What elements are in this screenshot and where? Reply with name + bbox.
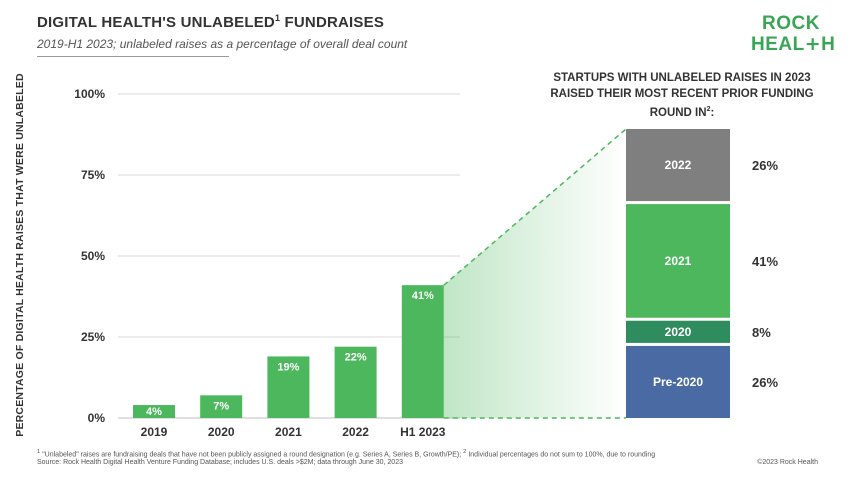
segment-name-label: 2022: [665, 158, 692, 172]
stack-segment: [626, 345, 730, 418]
y-tick-label: 25%: [81, 330, 105, 344]
segment-value-label: 41%: [752, 254, 778, 269]
x-tick-label: H1 2023: [400, 425, 446, 439]
stack-segment: [626, 320, 730, 343]
segment-value-label: 8%: [752, 325, 771, 340]
bar: [200, 395, 243, 418]
bar: [133, 405, 175, 418]
bar-value-label: 4%: [146, 406, 162, 418]
stack-segment: [626, 204, 730, 318]
rock-health-logo: ROCK HEAL+H: [751, 13, 836, 55]
bar-value-label: 22%: [345, 352, 367, 364]
zoom-connector-line: [443, 128, 627, 286]
copyright: ©2023 Rock Health: [757, 459, 818, 466]
bar: [267, 356, 310, 418]
bar-value-label: 41%: [412, 290, 434, 302]
x-tick-label: 2022: [342, 425, 369, 439]
segment-name-label: 2021: [665, 254, 692, 268]
footnote: 1 "Unlabeled" raises are fundraising dea…: [37, 449, 656, 459]
y-tick-label: 50%: [81, 249, 105, 263]
segment-value-label: 26%: [752, 375, 778, 390]
bar-value-label: 19%: [277, 361, 299, 373]
chart-title: DIGITAL HEALTH'S UNLABELED1 FUNDRAISES: [37, 13, 385, 31]
x-tick-label: 2019: [141, 425, 168, 439]
bar: [401, 285, 444, 418]
segment-name-label: 2020: [665, 325, 692, 339]
stack-segment: [626, 129, 730, 202]
x-tick-label: 2020: [208, 425, 235, 439]
segment-value-label: 26%: [752, 158, 778, 173]
source-note: Source: Rock Health Digital Health Ventu…: [37, 459, 403, 466]
y-tick-label: 100%: [74, 87, 105, 101]
x-tick-label: 2021: [275, 425, 302, 439]
bar-value-label: 7%: [213, 400, 229, 412]
stacked-bar-title: STARTUPS WITH UNLABELED RAISES IN 2023 R…: [550, 72, 814, 119]
chart-subtitle: 2019-H1 2023; unlabeled raises as a perc…: [37, 37, 408, 51]
subtitle-divider: [37, 56, 229, 57]
bar: [334, 346, 377, 418]
zoom-connector-fill: [443, 129, 626, 418]
y-tick-label: 75%: [81, 168, 105, 182]
y-tick-label: 0%: [88, 411, 106, 425]
segment-name-label: Pre-2020: [653, 375, 703, 389]
